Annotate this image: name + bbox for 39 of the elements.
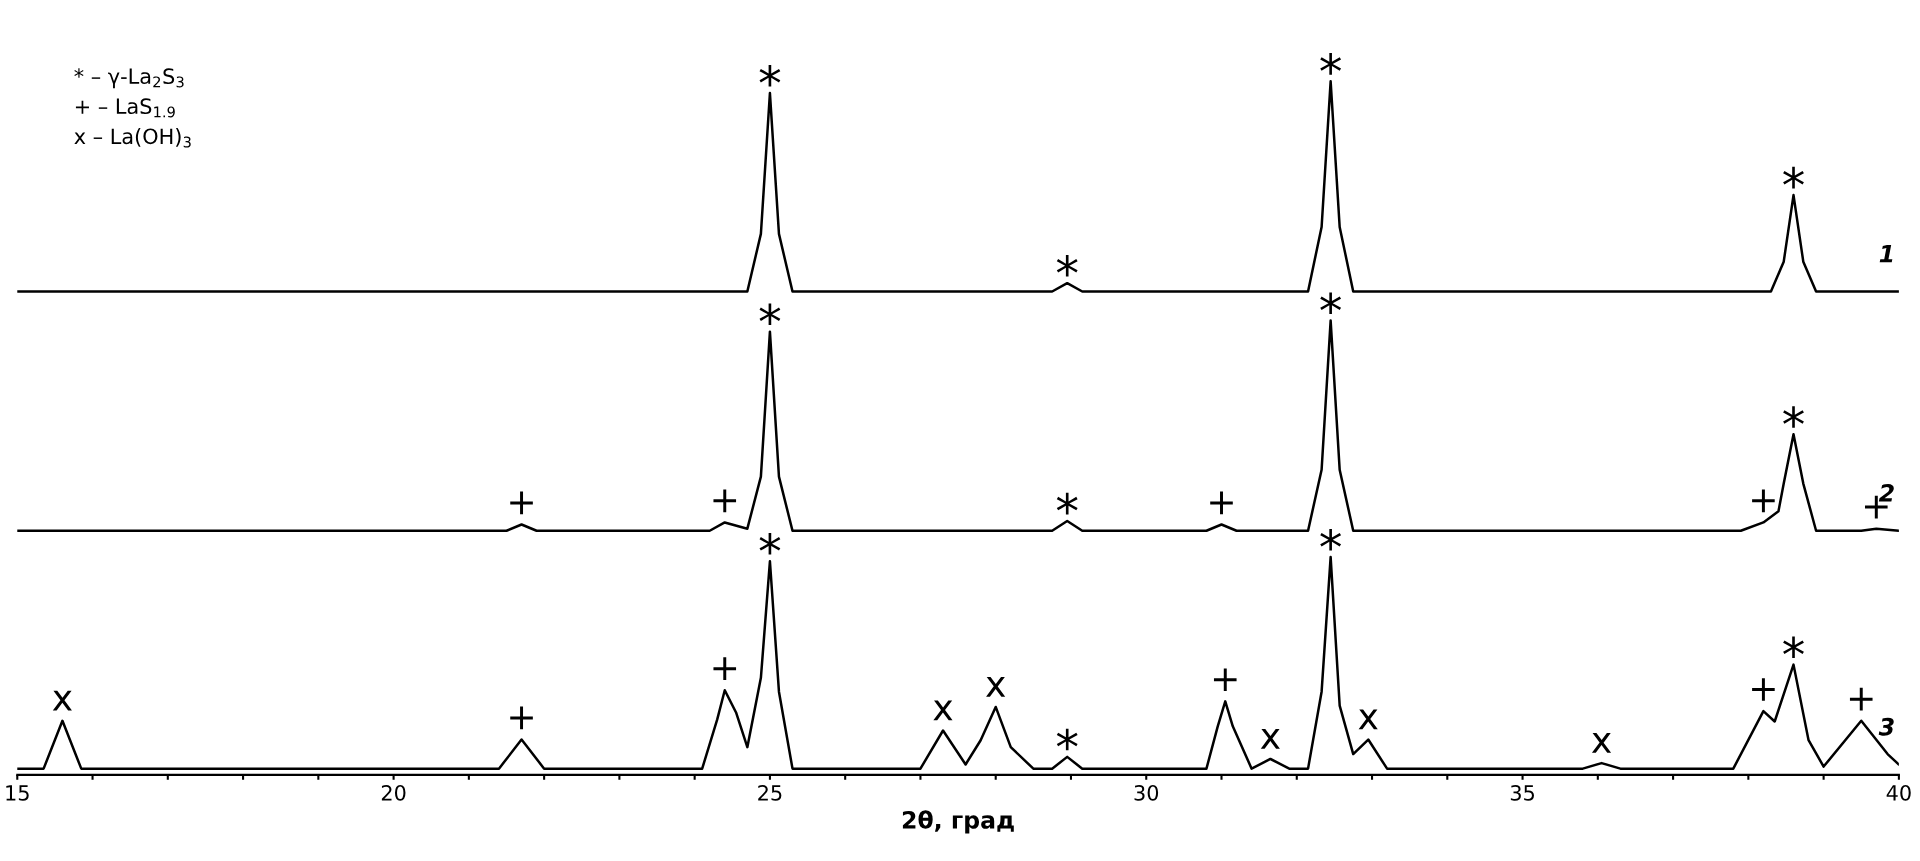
annotation: + bbox=[713, 657, 737, 680]
annotation: + bbox=[510, 491, 533, 515]
x-tick-label: 35 bbox=[1510, 784, 1534, 801]
annotation: * bbox=[1320, 528, 1342, 551]
annotation: + bbox=[1752, 489, 1775, 513]
series-label: 1 bbox=[1879, 245, 1893, 263]
annotation: * bbox=[759, 533, 781, 555]
annotation: * bbox=[1056, 728, 1078, 751]
annotation: * bbox=[1783, 636, 1804, 658]
annotation: x – La(OH)$_{3}$ bbox=[74, 128, 191, 148]
annotation: x bbox=[1260, 728, 1280, 749]
annotation: * bbox=[1056, 254, 1078, 277]
annotation: * bbox=[1056, 492, 1078, 515]
annotation: * bbox=[759, 64, 781, 87]
x-tick-label: 20 bbox=[381, 784, 406, 801]
annotation: + – LaS$_{1.9}$ bbox=[75, 98, 175, 118]
series-label: 3 bbox=[1878, 717, 1894, 736]
annotation: * bbox=[1320, 53, 1342, 75]
annotation: x bbox=[986, 676, 1006, 697]
annotation: + bbox=[1213, 668, 1237, 692]
annotation: x bbox=[933, 700, 953, 721]
annotation: x bbox=[1591, 733, 1612, 753]
annotation: x bbox=[52, 690, 72, 711]
x-tick-label: 30 bbox=[1134, 784, 1159, 801]
x-tick-label: 15 bbox=[6, 785, 29, 801]
annotation: + bbox=[1752, 678, 1775, 701]
annotation: * bbox=[1783, 406, 1804, 428]
x-tick-label: 40 bbox=[1886, 784, 1911, 801]
x-tick-label: 25 bbox=[758, 784, 782, 801]
annotation: * – γ-La$_{2}$S$_{3}$ bbox=[74, 68, 184, 89]
x-axis-title: 2θ, град bbox=[902, 810, 1014, 834]
annotation: x bbox=[1358, 709, 1378, 730]
annotation: * bbox=[1320, 292, 1342, 314]
annotation: + bbox=[1210, 491, 1233, 515]
annotation: + bbox=[510, 706, 533, 730]
annotation: + bbox=[713, 489, 737, 513]
annotation: * bbox=[759, 303, 781, 326]
annotation: + bbox=[1849, 687, 1873, 711]
annotation: * bbox=[1783, 166, 1804, 189]
